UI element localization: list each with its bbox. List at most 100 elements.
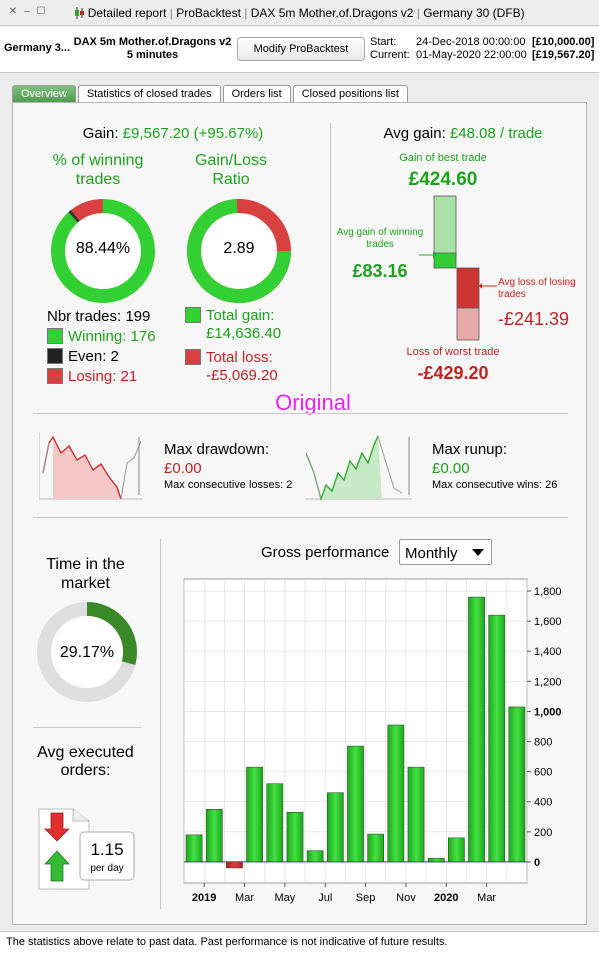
- bar-jan-2019: [205, 809, 223, 863]
- start-capital: [£10,000.00]: [532, 36, 595, 48]
- bar-apr: [266, 783, 284, 863]
- avg-loss-value: -£241.39: [498, 309, 570, 329]
- avg-gain-label: Avg gain:: [383, 125, 446, 142]
- modify-probacktest-button[interactable]: Modify ProBacktest: [237, 37, 365, 61]
- current-date: 01-May-2020 22:00:00: [416, 49, 527, 61]
- x-tick-label: Sep: [356, 892, 376, 904]
- tab-overview[interactable]: Overview: [12, 85, 76, 103]
- current-label: Current:: [370, 49, 410, 61]
- tab-bar: Overview Statistics of closed trades Ord…: [12, 85, 410, 103]
- y-tick-label: 600: [534, 767, 552, 779]
- gain-label: Gain:: [82, 125, 119, 142]
- x-tick-label: 2020: [434, 892, 458, 904]
- max-consecutive-losses: Max consecutive losses: 2: [164, 479, 293, 491]
- y-tick-label: 1,000: [534, 706, 562, 718]
- avg-win-label: Avg gain of winning trades: [336, 227, 424, 250]
- ratio-value: 2.89: [223, 240, 255, 257]
- bar-oct: [387, 724, 405, 863]
- losing-count: Losing: 21: [68, 368, 138, 385]
- x-tick-label: Mar: [477, 892, 496, 904]
- even-swatch: [47, 348, 63, 364]
- ratio-donut: [187, 199, 291, 303]
- win-pct-donut: [51, 199, 155, 303]
- close-icon[interactable]: ✕: [8, 6, 18, 17]
- start-label: Start:: [370, 36, 397, 48]
- best-trade-value: £424.60: [408, 169, 478, 190]
- total-loss-label: Total loss:: [206, 349, 273, 366]
- y-tick-label: 1,600: [534, 616, 562, 628]
- best-trade-label: Gain of best trade: [399, 152, 487, 164]
- avg-win-value: £83.16: [352, 261, 408, 281]
- y-tick-label: 1,200: [534, 676, 562, 688]
- divider: [33, 413, 568, 414]
- drawdown-chart: [39, 433, 142, 500]
- avg-loss-label: Avg loss of losing trades: [498, 277, 576, 300]
- minimize-icon[interactable]: –: [24, 6, 30, 17]
- bar-mar: [246, 766, 263, 863]
- avg-gain-value: £48.08 / trade: [449, 125, 543, 142]
- candlestick-icon: [74, 7, 85, 19]
- win-pct-value: 88.44%: [75, 240, 131, 257]
- divider: [33, 517, 568, 518]
- runup-chart: [306, 435, 412, 501]
- bar-nov: [407, 766, 425, 863]
- toolbar: Germany 3... DAX 5m Mother.of.Dragons v2…: [0, 27, 599, 73]
- trade-range-graphic: [419, 195, 497, 341]
- y-tick-label: 400: [534, 797, 552, 809]
- avg-orders-title: Avg executed orders:: [37, 744, 134, 779]
- x-tick-label: Nov: [396, 892, 416, 904]
- worst-trade-label: Loss of worst trade: [406, 346, 500, 358]
- drawdown-value: £0.00: [164, 460, 202, 477]
- avg-orders-unit: per day: [90, 863, 124, 874]
- period-select[interactable]: Monthly: [399, 539, 492, 565]
- title-part-report: Detailed report: [87, 6, 167, 20]
- max-consecutive-wins: Max consecutive wins: 26: [432, 479, 558, 491]
- time-in-market-donut: [37, 602, 137, 702]
- title-part-strategy: DAX 5m Mother.of.Dragons v2: [250, 6, 414, 20]
- watermark-text: Original: [275, 390, 351, 415]
- maximize-icon[interactable]: ☐: [36, 6, 46, 17]
- tab-orders-list[interactable]: Orders list: [222, 85, 291, 103]
- window-title: Detailed report | ProBacktest | DAX 5m M…: [0, 6, 599, 20]
- tab-statistics-closed-trades[interactable]: Statistics of closed trades: [77, 85, 221, 103]
- x-tick-label: May: [274, 892, 295, 904]
- bar-aug: [347, 745, 364, 863]
- losing-swatch: [47, 368, 63, 384]
- time-in-market-value: 29.17%: [59, 644, 115, 661]
- divider: [160, 539, 161, 909]
- title-part-probacktest: ProBacktest: [176, 6, 241, 20]
- bar-feb: [468, 596, 485, 863]
- gross-performance-chart: 0 200 400 600 800 1,000 1,200 1,400 1,600 1,800 20…: [183, 578, 562, 904]
- bar-dec: [427, 857, 445, 863]
- total-loss-value: -£5,069.20: [206, 367, 278, 384]
- winning-count: Winning: 176: [68, 328, 156, 345]
- tab-closed-positions-list[interactable]: Closed positions list: [292, 85, 408, 103]
- drawdown-label: Max drawdown:: [164, 441, 270, 458]
- time-in-market-title: Time in the market: [46, 556, 125, 592]
- winning-swatch: [47, 328, 63, 344]
- overview-panel: Gain: £9,567.20 (+95.67%) % of winning t…: [12, 102, 587, 925]
- title-bar: ✕ – ☐ Detailed report | ProBacktest | DA…: [0, 0, 599, 26]
- total-gain-swatch: [185, 307, 201, 323]
- bar-jan-2020: [448, 837, 465, 863]
- total-gain-label: Total gain:: [206, 307, 275, 324]
- worst-trade-value: -£429.20: [417, 363, 489, 383]
- divider: [33, 727, 141, 728]
- gross-performance-title: Gross performance: [261, 544, 390, 561]
- x-tick-label: Mar: [235, 892, 254, 904]
- y-tick-label: 1,400: [534, 646, 562, 658]
- x-tick-label: 2019: [192, 892, 216, 904]
- x-tick-label: Jul: [318, 892, 332, 904]
- backtest-dates: Start: 24-Dec-2018 00:00:00 [£10,000.00] C…: [370, 36, 594, 62]
- bar-jun: [306, 850, 324, 863]
- y-tick-label: 0: [534, 857, 540, 869]
- runup-label: Max runup:: [432, 441, 508, 458]
- nbr-trades: Nbr trades: 199: [47, 308, 151, 325]
- bar-may: [286, 812, 304, 863]
- bar-jul: [326, 792, 344, 863]
- even-count: Even: 2: [68, 348, 119, 365]
- strategy-timeframe: 5 minutes: [126, 49, 179, 61]
- avg-gain-summary: Avg gain: £48.08 / trade: [343, 125, 583, 142]
- gain-value: £9,567.20 (+95.67%): [122, 125, 264, 142]
- trade-count-legend: Nbr trades: 199 Winning: 176 Even: 2 Los…: [47, 307, 156, 387]
